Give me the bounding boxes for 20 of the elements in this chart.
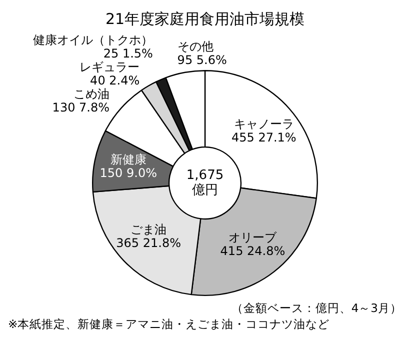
data-label: 365 21.8% bbox=[116, 236, 181, 250]
data-label: 25 1.5% bbox=[103, 46, 153, 61]
data-label: 95 5.6% bbox=[177, 52, 227, 67]
slice-label: レギュラー bbox=[80, 60, 140, 74]
text: 1,675 億円 bbox=[186, 168, 224, 198]
text: （金額ベース：億円、4～3月） bbox=[230, 300, 402, 316]
data-label: 415 24.8% bbox=[220, 244, 286, 258]
slice-label: キャノーラ bbox=[234, 116, 294, 131]
data-label: 130 7.8% bbox=[52, 100, 110, 115]
data-label: 40 2.4% bbox=[90, 74, 140, 88]
data-label: 455 27.1% bbox=[231, 130, 296, 144]
slice-label: 健康オイル（トクホ） bbox=[32, 33, 153, 48]
slice-label: こめ油 bbox=[74, 87, 110, 102]
slice-label: ごま油 bbox=[130, 222, 167, 236]
slice-label: 新健康 bbox=[110, 152, 146, 167]
slice-label: その他 bbox=[177, 39, 214, 54]
chart-title: 21年度家庭用食用油市場規模 bbox=[104, 9, 306, 30]
slice-label: オリーブ bbox=[228, 230, 278, 244]
text: ※本紙推定、新健康＝アマニ油・えごま油・ココナツ油など bbox=[8, 316, 331, 332]
data-label: 150 9.0% bbox=[100, 166, 158, 180]
